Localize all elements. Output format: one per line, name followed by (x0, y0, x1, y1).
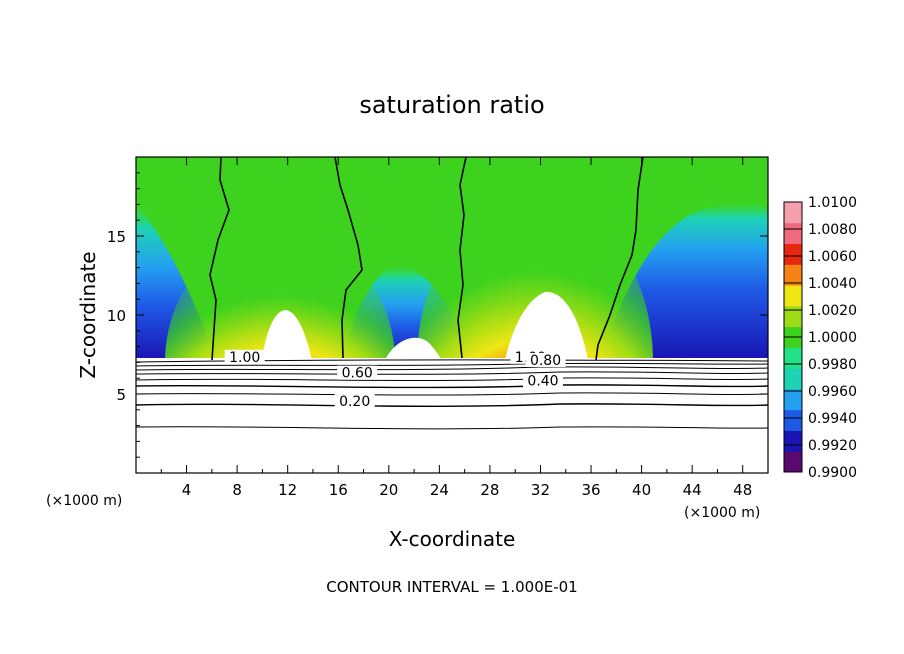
contour-lines (136, 359, 768, 430)
y-axis-label: Z-coordinate (76, 251, 100, 378)
contour-label: 0.20 (339, 394, 370, 410)
colorbar: 1.0100 1.0080 1.0060 1.0040 1.0020 1.0000 0.99… (783, 195, 857, 481)
colorbar-label: 1.0040 (808, 276, 857, 292)
colorbar-label: 0.9960 (808, 384, 857, 400)
x-tick-label: 12 (278, 481, 297, 499)
plot-field (136, 157, 768, 473)
contour-label-background (224, 349, 265, 364)
x-tick-label: 28 (480, 481, 499, 499)
subcloud-region (136, 358, 768, 473)
y-tick-label: 5 (116, 386, 126, 404)
white-core-right (505, 291, 588, 360)
colorbar-band (784, 243, 802, 265)
x-tick-label: 24 (430, 481, 449, 499)
contour-label: 0.60 (342, 366, 373, 382)
contour-label-background (334, 394, 375, 409)
contour-label-background (523, 373, 564, 388)
contour-line-6 (136, 384, 768, 389)
colorbar-band (784, 451, 802, 473)
colorbar-label: 0.9900 (808, 465, 857, 481)
contour-labels: 1.000.600.201.000.800.40 (224, 349, 566, 410)
boundary-line-1 (209, 157, 230, 361)
white-core-left (262, 310, 312, 360)
y-tick-label: 10 (107, 307, 126, 325)
colorbar-label: 1.0080 (808, 222, 857, 238)
colorbar-band (784, 202, 802, 224)
contour-label: 0.80 (530, 353, 561, 369)
colorbar-label: 1.0100 (808, 195, 857, 211)
x-tick-label: 40 (632, 481, 651, 499)
x-tick-label: 48 (733, 481, 752, 499)
contour-label-background (337, 365, 378, 380)
contour-line-9 (136, 426, 768, 430)
colorbar-band (784, 264, 802, 286)
x-tick-label: 36 (581, 481, 600, 499)
chart-title: saturation ratio (359, 91, 544, 119)
colorbar-label: 1.0000 (808, 330, 857, 346)
contour-interval-footer: CONTOUR INTERVAL = 1.000E-01 (326, 578, 577, 596)
contour-label-background (525, 352, 566, 367)
x-axis-label: X-coordinate (389, 527, 516, 551)
contour-line-8 (136, 403, 768, 407)
boundary-line-3 (457, 157, 467, 359)
contour-line-4 (136, 371, 768, 375)
x-tick-label: 16 (329, 481, 348, 499)
contour-line-1 (136, 359, 768, 363)
boundary-line-4 (595, 157, 644, 361)
contour-line-3 (136, 366, 768, 371)
colorbar-label: 0.9940 (808, 411, 857, 427)
colorbar-band (784, 368, 802, 390)
x-unit-note-right: (×1000 m) (684, 505, 760, 521)
contour-line-5 (136, 377, 768, 382)
saturation-boundaries (209, 157, 644, 361)
contour-line-2 (136, 362, 768, 367)
colorbar-band (784, 409, 802, 431)
x-axis: 4 8 12 16 20 24 28 32 36 40 44 48 (160, 157, 752, 499)
y-tick-label: 15 (107, 228, 126, 246)
colorbar-label: 0.9920 (808, 438, 857, 454)
colorbar-band (784, 430, 802, 452)
colorbar-band (784, 285, 802, 307)
cloud-base-bumps (385, 337, 442, 360)
x-tick-label: 32 (531, 481, 550, 499)
colorbar-band (784, 222, 802, 245)
contour-line-7 (136, 392, 768, 396)
x-tick-label: 44 (683, 481, 702, 499)
colorbar-label: 0.9980 (808, 357, 857, 373)
colorbar-label: 1.0060 (808, 249, 857, 265)
x-tick-label: 4 (182, 481, 192, 499)
colorbar-label: 1.0020 (808, 303, 857, 319)
x-unit-note-left: (×1000 m) (46, 493, 122, 509)
colorbar-band (784, 305, 802, 328)
boundary-line-2 (334, 157, 363, 359)
colorbar-band (784, 347, 802, 369)
x-tick-label: 20 (379, 481, 398, 499)
y-axis: 5 10 15 (107, 172, 768, 458)
contour-label: 1.00 (229, 350, 260, 366)
contour-label: 0.40 (527, 374, 558, 390)
colorbar-band (784, 388, 802, 411)
x-tick-label: 8 (232, 481, 242, 499)
